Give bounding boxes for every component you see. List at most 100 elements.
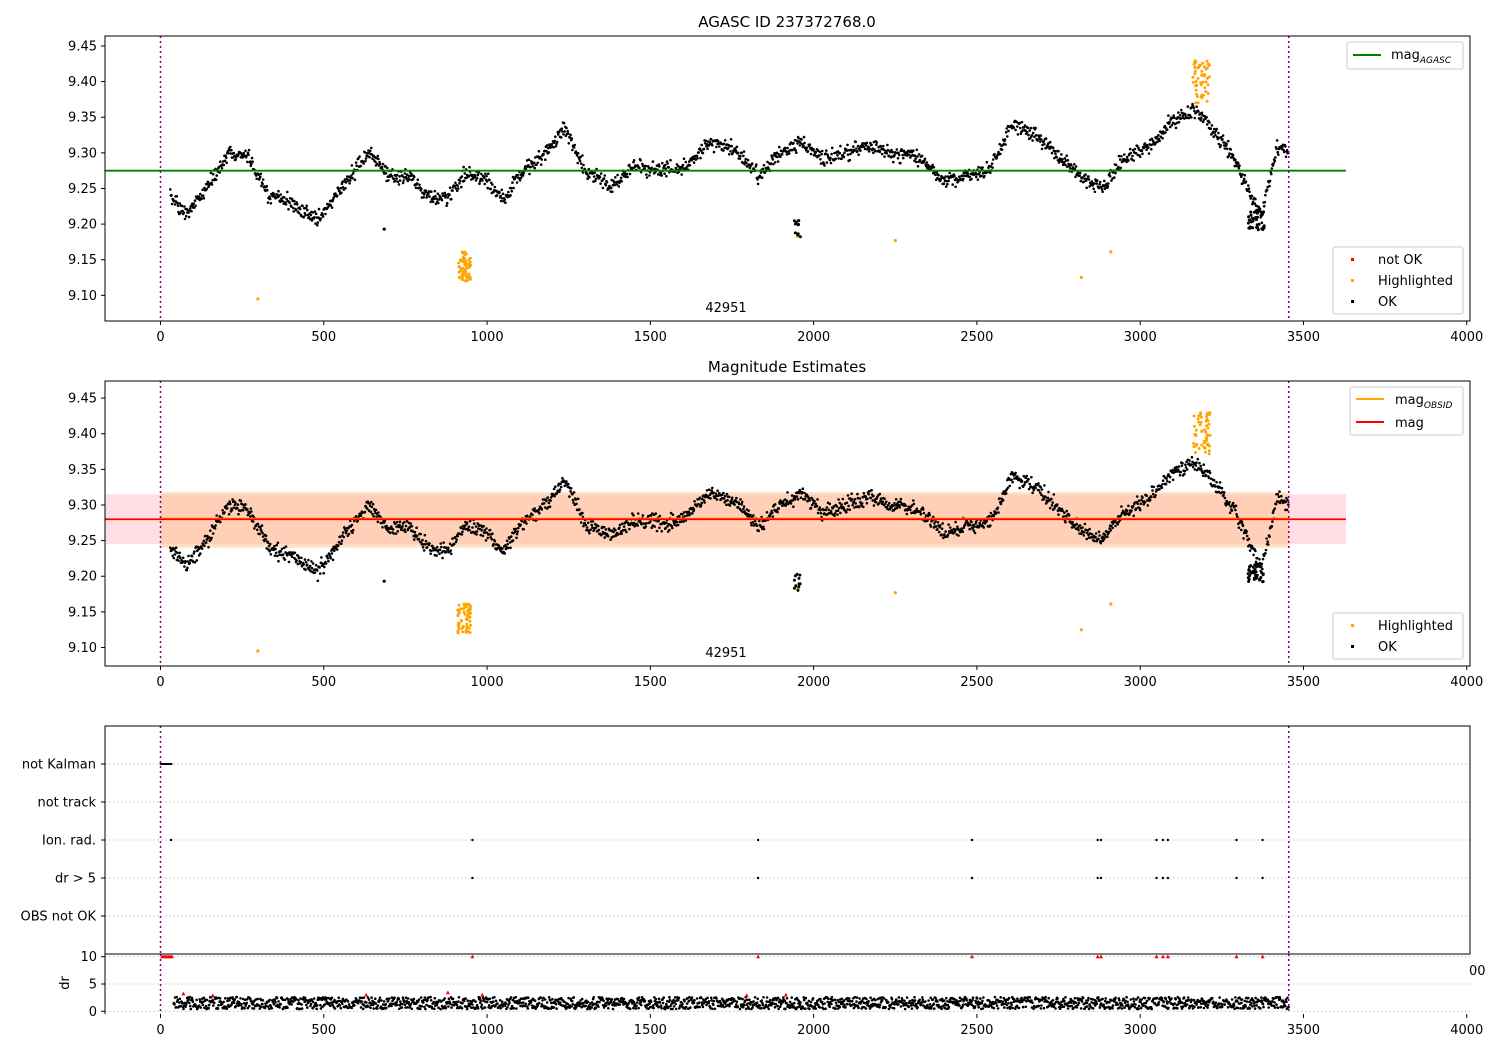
point-ok bbox=[840, 503, 843, 506]
point-ok bbox=[1074, 175, 1077, 179]
point-ok bbox=[1034, 126, 1037, 130]
point-ok bbox=[820, 152, 823, 156]
point-ok bbox=[1030, 475, 1033, 479]
point-ok bbox=[808, 499, 812, 502]
point-ok bbox=[645, 522, 648, 525]
point-ok bbox=[813, 499, 816, 503]
point-ok bbox=[347, 532, 351, 536]
point-ok bbox=[745, 161, 748, 165]
point-ok bbox=[1005, 127, 1008, 130]
point-ok bbox=[590, 523, 594, 527]
point-ok bbox=[765, 511, 769, 514]
point-ok bbox=[977, 525, 981, 529]
point-ok bbox=[503, 552, 507, 555]
point-ok bbox=[819, 511, 823, 515]
point-ok bbox=[1026, 131, 1029, 134]
point-highlighted bbox=[1201, 61, 1205, 65]
point-ok bbox=[596, 524, 600, 528]
point-ok bbox=[838, 501, 842, 505]
point-ok bbox=[1100, 188, 1104, 191]
point-ok bbox=[872, 151, 875, 155]
point-ok bbox=[1170, 123, 1174, 127]
point-ok bbox=[862, 145, 866, 149]
point-ok bbox=[1240, 520, 1244, 524]
dr-point bbox=[498, 999, 502, 1002]
point-ok bbox=[1240, 528, 1243, 532]
point-ok bbox=[973, 531, 977, 535]
point-ok bbox=[797, 576, 801, 580]
point-ok bbox=[173, 553, 177, 556]
point-ok bbox=[369, 510, 373, 514]
dr-point bbox=[207, 1003, 211, 1007]
point-ok bbox=[1228, 152, 1231, 155]
point-ok bbox=[1190, 116, 1193, 119]
dr-point bbox=[173, 1003, 176, 1006]
point-ok bbox=[241, 156, 244, 159]
point-ok bbox=[465, 521, 469, 524]
point-ok bbox=[885, 152, 889, 155]
point-ok bbox=[599, 172, 603, 175]
point-ok bbox=[553, 494, 556, 498]
dr-point bbox=[188, 995, 192, 999]
point-ok bbox=[777, 153, 780, 156]
point-ok bbox=[507, 546, 510, 550]
point-highlighted bbox=[457, 627, 461, 631]
point-ok bbox=[339, 186, 343, 190]
point-ok bbox=[1238, 164, 1241, 167]
point-highlighted bbox=[461, 278, 465, 282]
point-ok bbox=[1001, 499, 1005, 502]
point-ok bbox=[650, 526, 653, 529]
point-ok bbox=[792, 505, 795, 509]
point-ok bbox=[806, 150, 810, 153]
point-ok bbox=[850, 148, 853, 152]
dr-point bbox=[504, 1002, 508, 1006]
point-ok bbox=[836, 513, 839, 516]
point-ok bbox=[936, 528, 939, 531]
point-ok bbox=[422, 549, 426, 552]
point-ok bbox=[729, 138, 733, 141]
point-ok bbox=[249, 507, 253, 510]
point-ok bbox=[895, 506, 899, 510]
legend-label-not-ok: not OK bbox=[1378, 253, 1423, 268]
point-ok bbox=[1024, 129, 1027, 132]
point-ok bbox=[545, 149, 548, 153]
point-ok bbox=[501, 547, 504, 550]
point-ok bbox=[1174, 126, 1178, 130]
point-ok bbox=[668, 528, 671, 532]
point-ok bbox=[875, 143, 878, 147]
point-ok bbox=[569, 490, 572, 493]
point-ok bbox=[944, 175, 947, 178]
dr-point bbox=[496, 1002, 499, 1005]
point-ok bbox=[337, 540, 341, 544]
point-ok bbox=[533, 507, 536, 510]
dr-point bbox=[245, 1001, 248, 1005]
x-tick-label: 3500 bbox=[1287, 330, 1320, 345]
dr-point bbox=[176, 998, 180, 1002]
point-ok bbox=[1235, 164, 1239, 168]
dr-point bbox=[329, 1004, 332, 1008]
point-ok bbox=[1165, 480, 1169, 483]
point-ok bbox=[798, 144, 802, 147]
point-ok bbox=[870, 143, 873, 147]
point-ok bbox=[1092, 187, 1095, 191]
point-ok bbox=[786, 146, 789, 150]
point-ok bbox=[870, 488, 873, 492]
dr-point bbox=[380, 999, 383, 1002]
point-ok bbox=[852, 145, 855, 148]
point-ok bbox=[300, 556, 303, 560]
point-highlighted bbox=[461, 266, 465, 270]
point-ok bbox=[1185, 468, 1189, 471]
point-ok bbox=[218, 171, 221, 174]
point-ok bbox=[485, 174, 488, 178]
point-ok bbox=[697, 151, 700, 154]
point-ok bbox=[1106, 184, 1110, 188]
point-ok bbox=[586, 177, 589, 180]
point-ok bbox=[1261, 228, 1265, 232]
point-ok bbox=[438, 194, 441, 197]
point-highlighted bbox=[1205, 76, 1209, 80]
point-ok bbox=[711, 144, 714, 147]
point-ok bbox=[250, 510, 253, 513]
y-tick-label: 9.25 bbox=[68, 534, 97, 549]
point-ok bbox=[404, 175, 408, 179]
